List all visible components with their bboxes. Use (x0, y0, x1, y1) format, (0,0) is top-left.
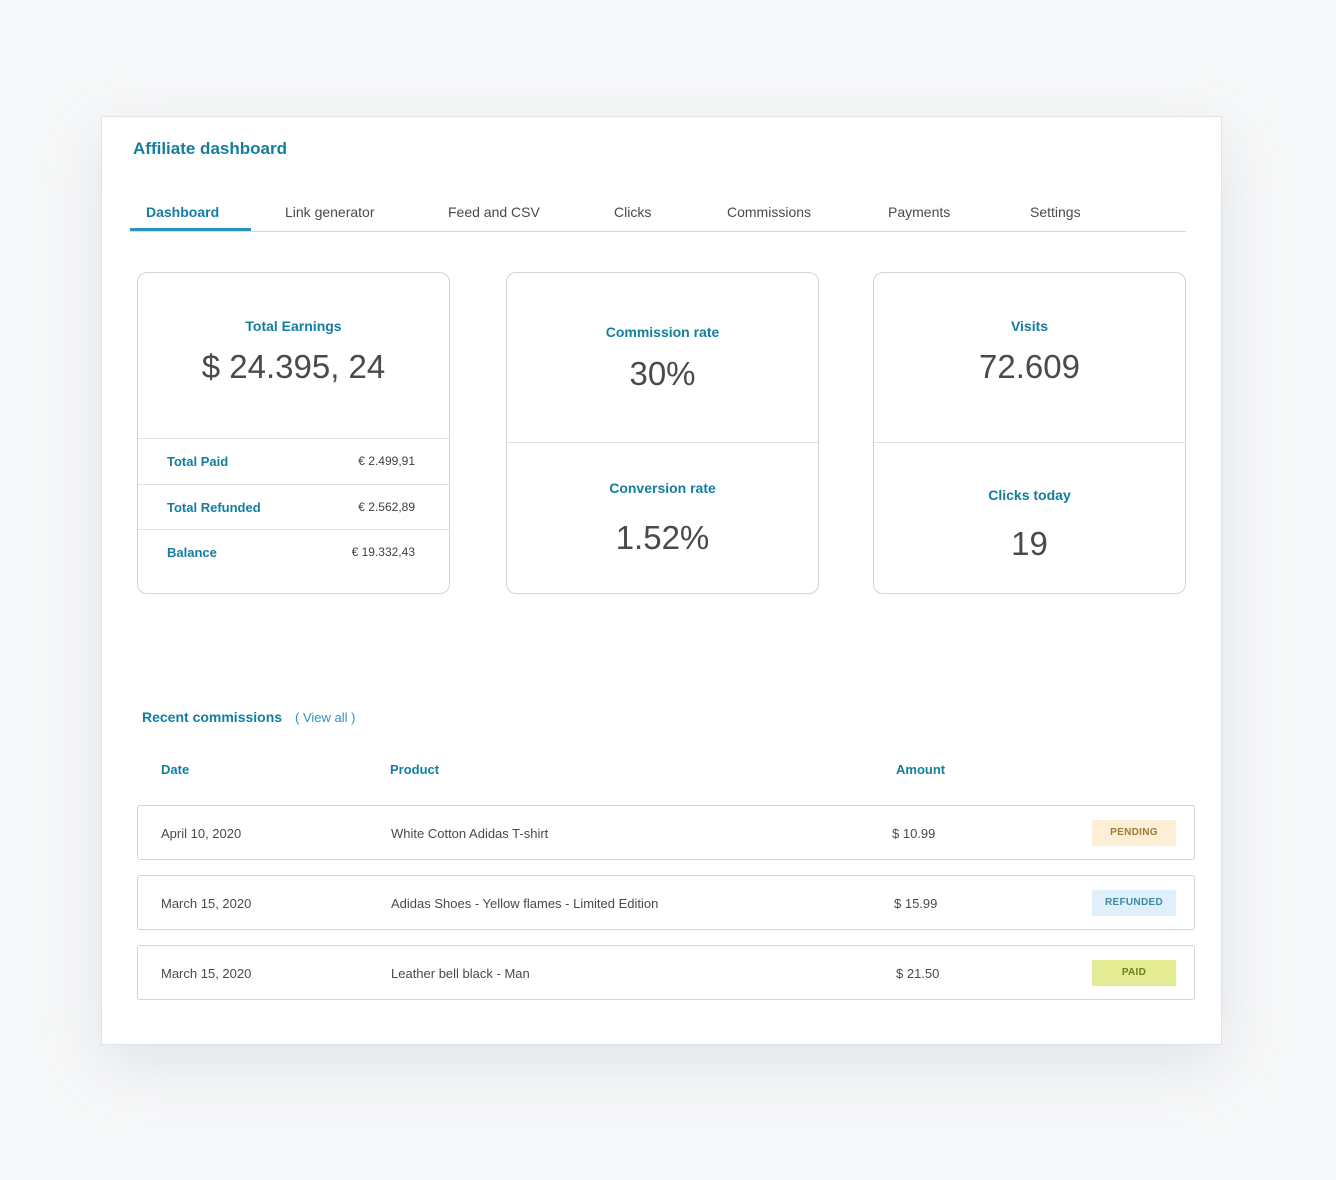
total-earnings-value: $ 24.395, 24 (201, 348, 386, 385)
divider (874, 442, 1185, 443)
table-row[interactable]: March 15, 2020 Adidas Shoes - Yellow fla… (137, 875, 1195, 930)
row-date: April 10, 2020 (161, 826, 242, 841)
divider (138, 529, 449, 530)
stat-label: Total Refunded (167, 500, 261, 515)
tab-feed-and-csv[interactable]: Feed and CSV (448, 204, 540, 220)
divider (507, 442, 818, 443)
tab-dashboard[interactable]: Dashboard (146, 204, 220, 220)
row-product: Adidas Shoes - Yellow flames - Limited E… (391, 896, 659, 911)
status-badge-paid: PAID (1092, 960, 1176, 986)
tab-commissions[interactable]: Commissions (727, 204, 812, 220)
table-row[interactable]: March 15, 2020 Leather bell black - Man … (137, 945, 1195, 1000)
tab-settings[interactable]: Settings (1030, 204, 1081, 220)
total-earnings-label: Total Earnings (245, 318, 342, 334)
stat-value: € 19.332,43 (351, 545, 415, 559)
column-header-amount: Amount (896, 762, 946, 777)
visits-value: 72.609 (979, 348, 1080, 385)
stat-row-total-paid: Total Paid € 2.499,91 (138, 438, 449, 483)
page-title: Affiliate dashboard (133, 139, 287, 158)
row-product: Leather bell black - Man (391, 966, 530, 981)
status-badge-pending: PENDING (1092, 820, 1176, 846)
row-date: March 15, 2020 (161, 966, 252, 981)
row-amount: $ 15.99 (894, 896, 938, 911)
tab-bar: Dashboard Link generator Feed and CSV Cl… (130, 194, 1186, 232)
row-amount: $ 21.50 (896, 966, 940, 981)
visits-label: Visits (1010, 318, 1049, 334)
commission-rate-label: Commission rate (605, 324, 720, 340)
conversion-rate-label: Conversion rate (609, 480, 716, 496)
divider (138, 484, 449, 485)
conversion-rate-value: 1.52% (615, 519, 710, 556)
column-header-product: Product (390, 762, 440, 777)
dashboard-panel: Affiliate dashboard Dashboard Link gener… (101, 116, 1222, 1045)
clicks-today-value: 19 (1011, 525, 1048, 562)
column-header-date: Date (161, 762, 190, 777)
tab-payments[interactable]: Payments (888, 204, 951, 220)
row-amount: $ 10.99 (892, 826, 936, 841)
active-tab-indicator (130, 228, 251, 231)
rates-card: Commission rate 30% Conversion rate 1.52… (506, 272, 819, 594)
stat-row-balance: Balance € 19.332,43 (138, 529, 449, 574)
table-row[interactable]: April 10, 2020 White Cotton Adidas T-shi… (137, 805, 1195, 860)
status-badge-refunded: REFUNDED (1092, 890, 1176, 916)
stat-value: € 2.562,89 (358, 500, 415, 514)
stat-value: € 2.499,91 (358, 454, 415, 468)
commission-rate-value: 30% (629, 355, 696, 392)
tab-link-generator[interactable]: Link generator (285, 204, 375, 220)
view-all-link[interactable]: ( View all ) (295, 710, 356, 725)
clicks-today-label: Clicks today (988, 487, 1071, 503)
row-product: White Cotton Adidas T-shirt (391, 826, 549, 841)
earnings-card: Total Earnings $ 24.395, 24 Total Paid €… (137, 272, 450, 594)
stat-label: Balance (167, 545, 217, 560)
row-date: March 15, 2020 (161, 896, 252, 911)
traffic-card: Visits 72.609 Clicks today 19 (873, 272, 1186, 594)
recent-commissions-title: Recent commissions (142, 709, 283, 725)
tab-clicks[interactable]: Clicks (614, 204, 652, 220)
stat-label: Total Paid (167, 454, 229, 469)
divider (138, 438, 449, 439)
stat-row-total-refunded: Total Refunded € 2.562,89 (138, 484, 449, 529)
